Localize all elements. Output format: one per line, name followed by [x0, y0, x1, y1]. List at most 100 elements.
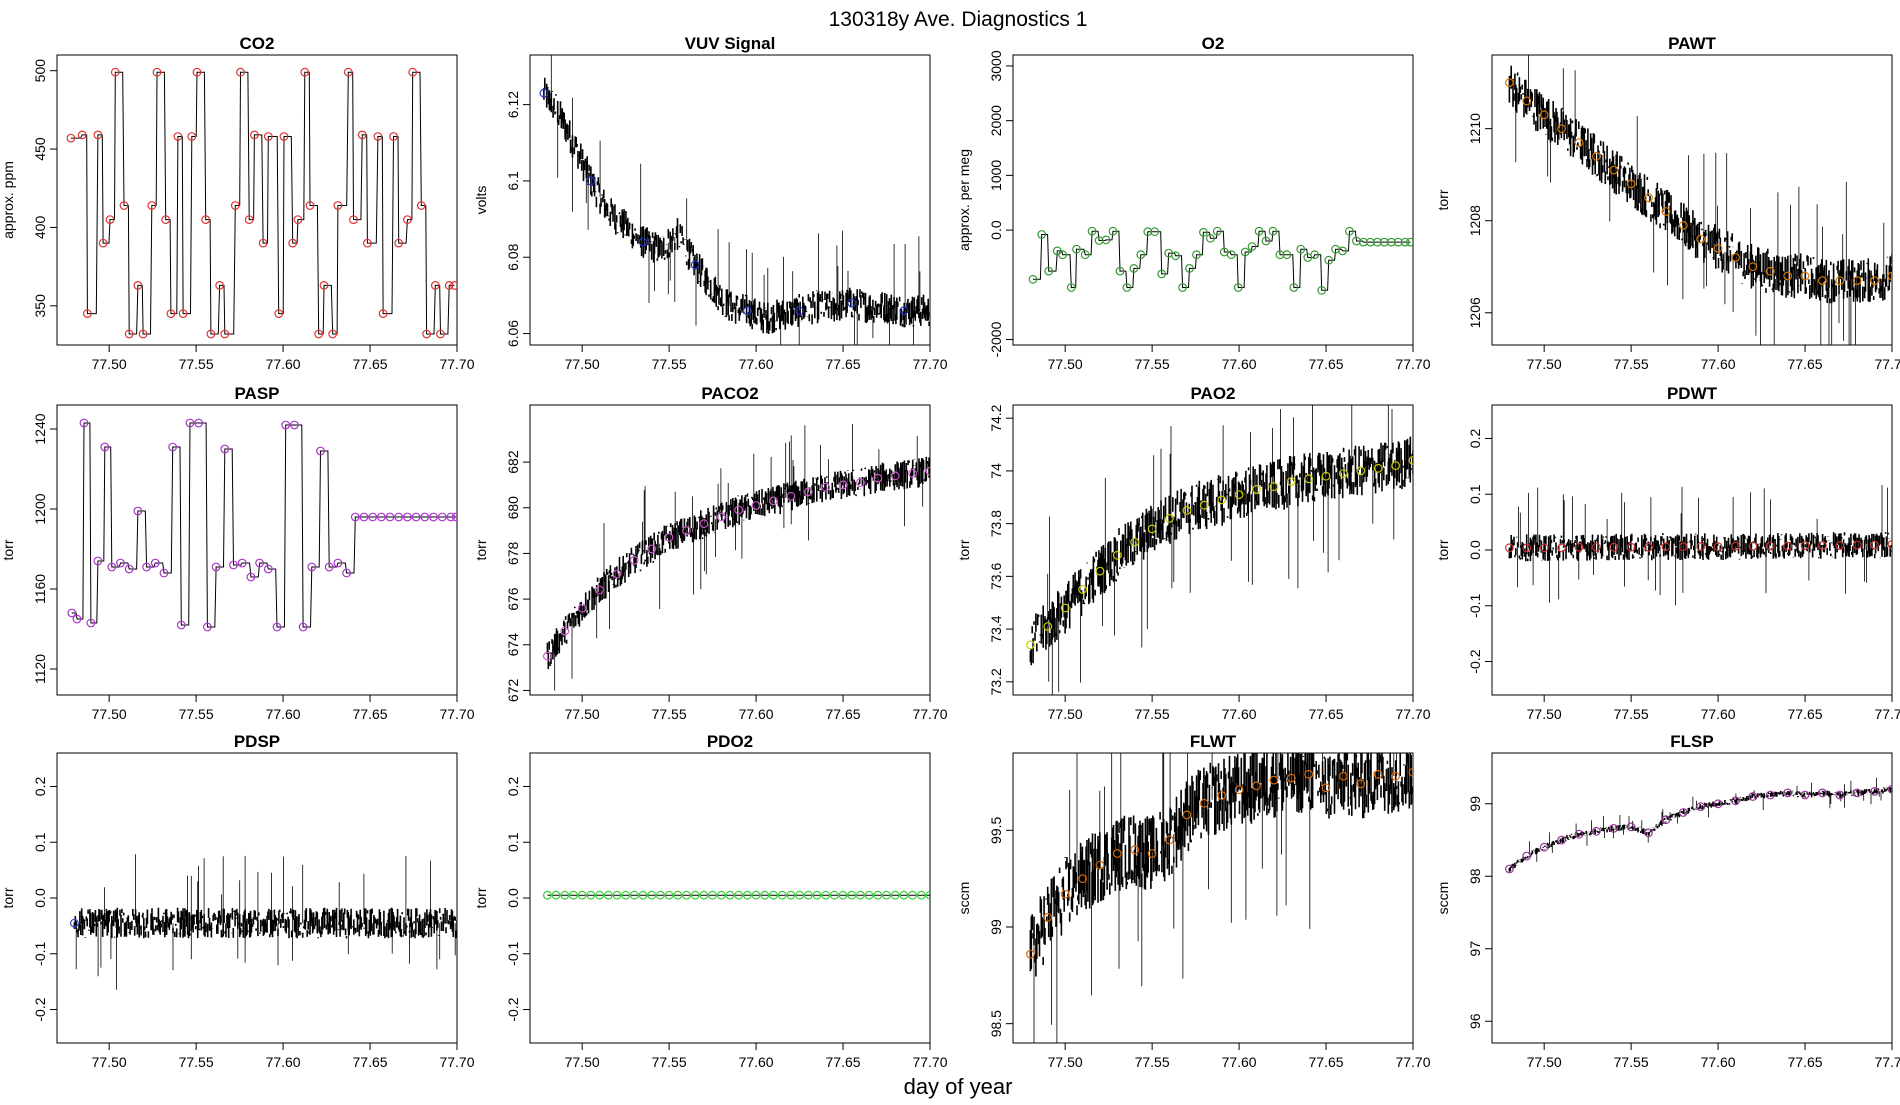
figure-x-axis-label: day of year: [904, 1074, 1013, 1099]
y-tick-label: 500: [32, 59, 48, 83]
data-point: [690, 890, 700, 900]
x-tick-label: 77.50: [1527, 1054, 1562, 1070]
y-tick-label: 0.0: [1467, 540, 1483, 560]
data-point: [1765, 541, 1775, 551]
data-point: [1087, 226, 1097, 236]
data-point: [82, 309, 92, 319]
data-point: [1783, 541, 1793, 551]
data-point: [319, 281, 329, 290]
data-point: [429, 512, 438, 522]
data-point: [1408, 767, 1413, 777]
data-point: [1234, 785, 1244, 795]
data-point: [560, 890, 570, 900]
data-point: [249, 130, 259, 140]
y-tick-label: 1200: [32, 493, 48, 524]
data-point: [682, 526, 691, 535]
data-spikes: [75, 854, 456, 990]
plot-area: [543, 424, 930, 691]
data-noise-band: [1508, 786, 1892, 872]
data-point: [1887, 271, 1892, 281]
data-point: [1165, 835, 1174, 845]
data-point: [1574, 138, 1584, 147]
y-tick-label: -0.1: [32, 941, 48, 965]
x-tick-label: 77.55: [179, 356, 214, 372]
data-point: [1171, 251, 1180, 261]
data-point: [1504, 864, 1514, 874]
y-axis-label: torr: [473, 887, 489, 908]
data-point: [1338, 246, 1347, 256]
data-point: [324, 562, 334, 572]
x-tick-label: 77.65: [1309, 1054, 1344, 1070]
data-point: [1391, 771, 1400, 781]
data-point: [1226, 250, 1236, 260]
data-point: [1870, 787, 1879, 796]
data-point: [760, 890, 770, 900]
plot-frame: [1491, 54, 1893, 346]
panel-pdsp: PDSP torr -0.2 -0.1 0.0 0.1 0.2 77.50 77.55 77.60…: [0, 732, 475, 1070]
data-point: [451, 512, 457, 522]
data-point: [1112, 849, 1122, 858]
data-point: [1296, 244, 1306, 254]
data-trace: [71, 422, 457, 628]
data-point: [192, 67, 202, 77]
data-point: [916, 890, 926, 900]
data-point: [1060, 603, 1070, 613]
data-point: [1661, 815, 1671, 825]
data-noise-band: [1508, 65, 1892, 304]
data-point: [743, 890, 752, 900]
data-point: [1037, 230, 1047, 239]
x-tick-label: 77.55: [1614, 356, 1649, 372]
x-tick-label: 77.60: [1701, 706, 1736, 722]
x-tick-label: 77.65: [826, 1054, 861, 1070]
data-point: [699, 519, 709, 529]
data-point: [1217, 495, 1227, 505]
data-point: [1043, 912, 1053, 922]
x-tick-label: 77.60: [739, 356, 774, 372]
data-point: [446, 512, 456, 522]
data-point: [293, 215, 303, 225]
data-point: [1731, 541, 1740, 551]
data-point: [838, 890, 848, 900]
data-point: [79, 418, 89, 428]
data-point: [333, 558, 343, 568]
y-tick-label: 1210: [1467, 113, 1483, 144]
data-point: [1800, 271, 1810, 281]
data-point: [437, 512, 447, 522]
data-point: [1609, 542, 1619, 552]
y-tick-label: 2000: [988, 105, 1004, 136]
y-tick-label: 1000: [988, 160, 1004, 191]
data-point: [1268, 226, 1278, 236]
data-point: [258, 238, 268, 248]
x-tick-label: 77.65: [1309, 356, 1344, 372]
data-point: [656, 890, 665, 900]
data-point: [1557, 543, 1566, 553]
data-point: [357, 130, 367, 140]
panel-paco2: PACO2 torr 672 674 676 678 680 682 77.50 77.55 77.…: [473, 384, 948, 722]
data-point: [1731, 253, 1740, 262]
y-tick-label: 99: [1467, 796, 1483, 812]
data-point: [1696, 234, 1706, 244]
data-point: [847, 890, 857, 900]
plot-area: [1025, 753, 1413, 1043]
data-point: [664, 533, 674, 542]
data-noise-band: [546, 456, 930, 670]
data-trace: [1033, 230, 1411, 291]
panel-co2: CO2 approx. ppm 350 400 450 500 77.50 77.55 77.6…: [0, 34, 475, 372]
data-point: [1731, 796, 1740, 806]
data-point: [255, 558, 265, 568]
data-point: [1198, 227, 1208, 237]
x-tick-label: 77.65: [1309, 706, 1344, 722]
data-point: [1817, 788, 1827, 798]
y-tick-label: 0.0: [988, 220, 1004, 240]
data-point: [98, 238, 108, 248]
data-point: [1122, 283, 1132, 292]
x-tick-label: 77.50: [92, 356, 127, 372]
data-point: [769, 496, 778, 506]
y-axis-label: approx. per meg: [956, 149, 972, 251]
data-point: [1044, 266, 1054, 276]
panel-title: FLWT: [1190, 732, 1237, 751]
data-point: [1887, 784, 1892, 794]
data-point: [1058, 250, 1067, 260]
data-point: [795, 306, 804, 316]
